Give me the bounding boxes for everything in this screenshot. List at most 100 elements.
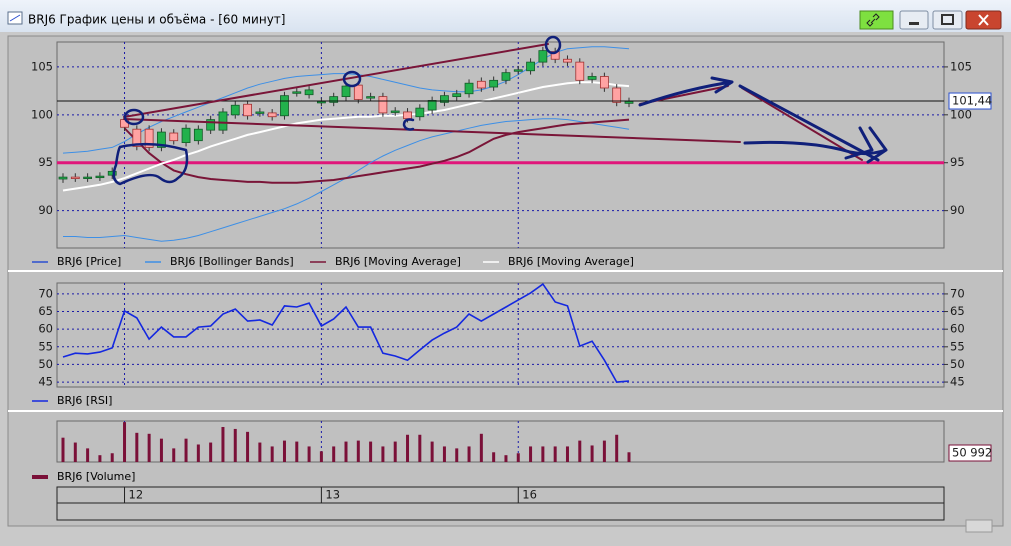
candle-body: [587, 76, 597, 80]
title-bar: [0, 0, 1011, 32]
y-tick-label: 70: [38, 286, 53, 300]
volume-bar: [233, 428, 237, 462]
volume-bar: [209, 442, 213, 462]
y-tick-label-right: 50: [950, 357, 965, 371]
candle-body: [329, 96, 339, 103]
legend-label: BRJ6 [Price]: [57, 255, 121, 268]
legend-label: BRJ6 [RSI]: [57, 394, 112, 407]
maximize-button[interactable]: [932, 10, 963, 30]
volume-bar: [147, 433, 151, 462]
date-axis-row: [56, 486, 945, 504]
candle-body: [218, 111, 228, 131]
volume-label-box: [948, 444, 992, 462]
candle-body: [390, 110, 400, 113]
volume-bar: [172, 448, 176, 462]
minimize-button[interactable]: [899, 10, 929, 30]
date-label: 12: [129, 488, 144, 502]
candle-body: [513, 69, 523, 72]
candle-body: [169, 132, 179, 142]
volume-bar: [110, 453, 114, 462]
volume-bar: [455, 448, 459, 462]
y-tick-label: 55: [38, 339, 53, 353]
moving-average: [123, 118, 630, 184]
scroll-handle[interactable]: [965, 519, 993, 533]
y-tick-label-right: 100: [950, 107, 972, 121]
volume-bar: [332, 446, 336, 462]
date-axis-row-lower: [56, 502, 945, 521]
candle-body: [427, 100, 437, 111]
annotations: [112, 35, 888, 186]
volume-bar: [565, 446, 569, 462]
volume-bar: [467, 446, 471, 462]
legend-label: BRJ6 [Volume]: [57, 470, 135, 483]
candle-body: [476, 80, 486, 89]
candle-body: [440, 95, 449, 103]
date-label: 16: [522, 488, 537, 502]
candle-body: [132, 128, 142, 147]
volume-bar: [578, 440, 582, 462]
volume-bar: [307, 446, 311, 462]
volume-bar: [196, 444, 200, 462]
volume-bar: [86, 448, 90, 462]
y-tick-label-right: 90: [950, 203, 965, 217]
volume-bar: [442, 446, 446, 462]
volume-bar: [123, 422, 127, 462]
candle-body: [157, 131, 166, 148]
circle-mark: [544, 35, 562, 55]
volume-bar: [246, 431, 250, 462]
legend-label: BRJ6 [Moving Average]: [508, 255, 634, 268]
volume-bar: [627, 452, 631, 462]
last-price-label: 101,44: [952, 94, 992, 108]
y-tick-label: 60: [38, 322, 53, 336]
volume-bar: [393, 441, 397, 462]
y-tick-label: 65: [38, 304, 53, 318]
arrow: [638, 76, 734, 107]
candle-body: [316, 101, 326, 104]
y-tick-label: 90: [38, 203, 53, 217]
legend-label: BRJ6 [Moving Average]: [335, 255, 461, 268]
last-price-box: [948, 92, 992, 110]
volume-bar: [529, 446, 533, 462]
candle-body: [230, 104, 240, 116]
window-title: BRJ6 График цены и объёма - [60 минут]: [28, 13, 285, 27]
volume-bar: [406, 434, 410, 462]
volume-bar: [590, 445, 594, 462]
maximize-icon: [941, 14, 954, 25]
volume-bar: [479, 433, 483, 462]
candle-body: [304, 89, 314, 96]
volume-bar: [61, 437, 65, 462]
candle-body: [193, 128, 203, 142]
trend-line: [123, 118, 741, 143]
candle-body: [501, 72, 511, 81]
candle-body: [70, 176, 80, 179]
volume-label: 50 992: [952, 446, 992, 460]
circle-mark: [112, 142, 189, 186]
candle-body: [526, 61, 535, 72]
volume-bar: [369, 441, 373, 462]
y-tick-label-right: 45: [950, 375, 965, 389]
y-tick-label-right: 70: [950, 286, 965, 300]
volume-bar: [159, 438, 163, 462]
trend-line: [123, 43, 549, 118]
volume-bar: [504, 455, 508, 462]
y-tick-label-right: 55: [950, 339, 965, 353]
candle-body: [366, 96, 376, 99]
candle-body: [292, 91, 302, 94]
volume-bar: [602, 440, 606, 462]
link-icon: [866, 13, 880, 27]
volume-bar: [282, 440, 286, 462]
legend-label: BRJ6 [Bollinger Bands]: [170, 255, 294, 268]
y-tick-label-right: 60: [950, 322, 965, 336]
rsi-line: [62, 283, 630, 383]
candle-body: [403, 111, 412, 120]
volume-bar: [430, 441, 434, 462]
candle-body: [612, 87, 622, 103]
volume-bar: [258, 442, 262, 462]
candle-body: [599, 76, 609, 89]
volume-bar: [98, 455, 102, 462]
volume-bar: [541, 446, 545, 462]
volume-bar: [135, 432, 139, 462]
volume-bar: [319, 451, 323, 462]
candle-body: [378, 96, 388, 114]
